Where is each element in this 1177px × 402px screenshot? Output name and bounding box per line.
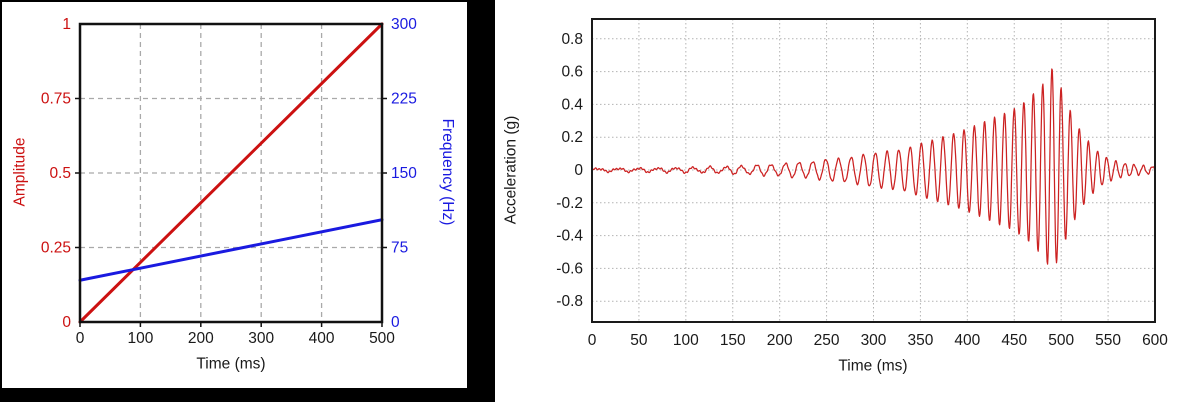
svg-text:0: 0 <box>574 162 583 179</box>
frequency-axis-title: Frequency (Hz) <box>438 118 456 226</box>
svg-text:0.5: 0.5 <box>49 165 71 182</box>
svg-text:-0.8: -0.8 <box>556 293 583 310</box>
svg-text:400: 400 <box>954 332 980 349</box>
amplitude-frequency-chart: 0 0.25 0.5 0.75 1 0 75 150 225 300 0 100 200 300 400 50… <box>41 16 417 347</box>
left-chart-time-axis-title: Time (ms) <box>196 355 266 373</box>
chirp-definition-figure: 0 0.25 0.5 0.75 1 0 75 150 225 300 0 100 200 300 400 50… <box>0 0 495 402</box>
svg-text:225: 225 <box>391 91 417 108</box>
svg-text:0: 0 <box>62 314 71 331</box>
svg-text:0: 0 <box>588 332 597 349</box>
svg-text:0.6: 0.6 <box>561 64 583 81</box>
right-chart-time-axis-title: Time (ms) <box>838 357 908 375</box>
svg-text:300: 300 <box>248 330 274 347</box>
svg-text:0.8: 0.8 <box>561 31 583 48</box>
svg-text:1: 1 <box>62 16 71 33</box>
amplitude-axis-title: Amplitude <box>11 137 29 207</box>
acceleration-figure: 0.8 0.6 0.4 0.2 0 -0.2 -0.4 -0.6 -0.8 0 50 100 150 20… <box>495 0 1177 402</box>
svg-text:-0.6: -0.6 <box>556 260 583 277</box>
svg-text:0.4: 0.4 <box>561 96 583 113</box>
acceleration-chart: 0.8 0.6 0.4 0.2 0 -0.2 -0.4 -0.6 -0.8 0 50 100 150 20… <box>556 18 1168 349</box>
svg-text:-0.2: -0.2 <box>556 195 583 212</box>
svg-text:100: 100 <box>127 330 153 347</box>
svg-text:50: 50 <box>630 332 648 349</box>
svg-text:150: 150 <box>720 332 746 349</box>
svg-text:400: 400 <box>309 330 335 347</box>
svg-text:250: 250 <box>814 332 840 349</box>
svg-text:500: 500 <box>369 330 395 347</box>
svg-text:-0.4: -0.4 <box>556 228 583 245</box>
svg-text:350: 350 <box>907 332 933 349</box>
svg-text:300: 300 <box>391 16 417 33</box>
svg-text:200: 200 <box>767 332 793 349</box>
svg-text:0: 0 <box>76 330 85 347</box>
svg-text:550: 550 <box>1095 332 1121 349</box>
acceleration-axis-title: Acceleration (g) <box>502 115 520 225</box>
svg-text:0: 0 <box>391 314 400 331</box>
svg-text:600: 600 <box>1142 332 1168 349</box>
svg-text:0.25: 0.25 <box>41 240 71 257</box>
svg-text:0.75: 0.75 <box>41 91 71 108</box>
svg-text:500: 500 <box>1048 332 1074 349</box>
svg-text:75: 75 <box>391 240 408 257</box>
svg-text:150: 150 <box>391 165 417 182</box>
svg-text:300: 300 <box>861 332 887 349</box>
svg-text:0.2: 0.2 <box>561 129 583 146</box>
svg-text:100: 100 <box>673 332 699 349</box>
svg-text:200: 200 <box>188 330 214 347</box>
svg-text:450: 450 <box>1001 332 1027 349</box>
